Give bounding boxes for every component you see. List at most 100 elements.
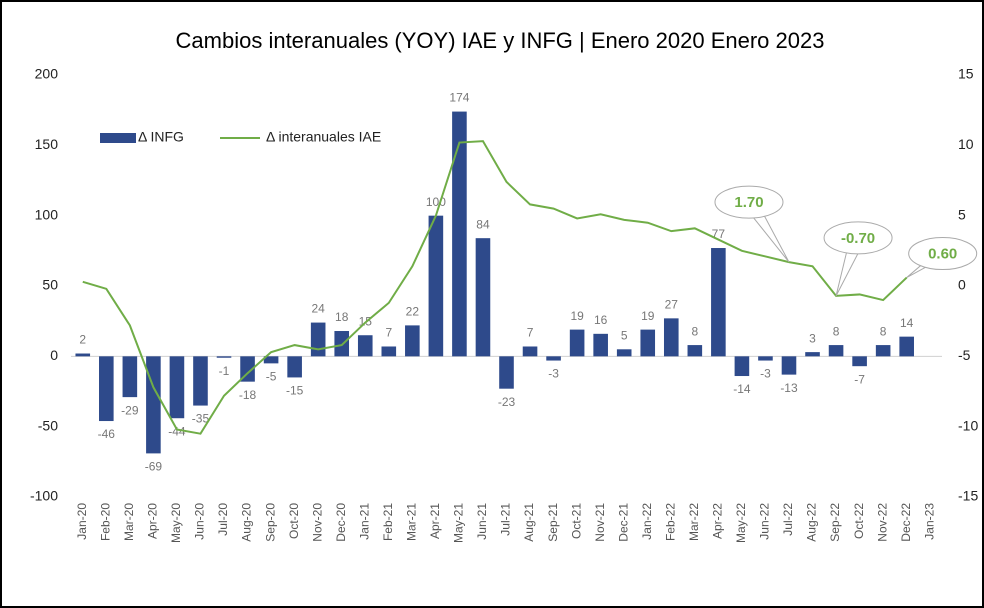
bar (899, 336, 914, 357)
bar (546, 356, 561, 361)
y2-tick-label: 15 (958, 66, 974, 82)
bar-value-label: -7 (854, 372, 865, 386)
x-tick-label: Oct-20 (287, 503, 301, 539)
callout (908, 237, 978, 271)
y-tick-label: 200 (35, 66, 59, 82)
x-tick-label: Apr-21 (428, 503, 442, 539)
bar (99, 356, 114, 422)
x-tick-label: Jun-22 (758, 503, 772, 540)
bar (711, 248, 726, 357)
x-tick-label: Aug-21 (522, 503, 536, 542)
bar (405, 325, 420, 357)
bar-value-label: -15 (286, 384, 304, 398)
x-tick-label: Jun-21 (475, 503, 489, 540)
bar (640, 329, 656, 357)
x-tick-label: Jan-21 (357, 503, 371, 540)
y-tick-label: 100 (35, 206, 59, 222)
line (82, 140, 908, 435)
x-tick-label: Apr-20 (146, 503, 160, 539)
x-tick-label: Jan-23 (922, 503, 936, 540)
bar (357, 335, 373, 357)
y-tick-label: 150 (35, 136, 59, 152)
bar (616, 349, 632, 357)
bar-value-label: -29 (121, 403, 139, 417)
callout (823, 221, 893, 255)
bar-value-label: -3 (548, 367, 559, 381)
x-tick-label: May-20 (169, 503, 183, 543)
bar (663, 318, 679, 357)
x-tick-label: Feb-21 (381, 503, 395, 541)
bar-value-label: -23 (498, 395, 516, 409)
y-tick-label: -50 (38, 417, 58, 433)
x-tick-label: Aug-22 (805, 503, 819, 542)
x-tick-label: Mar-22 (687, 503, 701, 541)
x-tick-label: Dec-22 (899, 503, 913, 542)
bar-value-label: 3 (809, 331, 816, 345)
x-tick-label: Apr-22 (711, 503, 725, 539)
bar-value-label: 24 (311, 302, 325, 316)
x-tick-label: Jun-20 (193, 503, 207, 540)
bar-value-label: -13 (780, 381, 798, 395)
x-tick-label: Feb-20 (98, 503, 112, 541)
x-tick-label: Oct-22 (852, 503, 866, 539)
chart-title: Cambios interanuales (YOY) IAE y INFG | … (176, 28, 825, 53)
x-tick-label: Nov-20 (310, 503, 324, 542)
callout (714, 185, 784, 219)
y-tick-label: 0 (50, 347, 58, 363)
bar-value-label: -18 (239, 388, 257, 402)
x-tick-label: Jul-21 (499, 503, 513, 536)
bar-value-label: 8 (691, 324, 698, 338)
bar (146, 356, 161, 454)
bar (734, 356, 750, 377)
x-tick-label: Mar-21 (405, 503, 419, 541)
x-tick-label: Jan-20 (75, 503, 89, 540)
x-tick-label: May-21 (452, 503, 466, 543)
x-tick-label: Sep-20 (263, 503, 277, 542)
bar-value-label: 8 (833, 324, 840, 338)
bar (310, 322, 326, 357)
bar-value-label: 7 (385, 326, 392, 340)
legend-label: Δ INFG (138, 129, 184, 145)
y2-tick-label: 5 (958, 206, 966, 222)
bar-value-label: 14 (900, 316, 914, 330)
bar (75, 353, 91, 357)
x-tick-label: May-22 (734, 503, 748, 543)
y-tick-label: -100 (30, 488, 58, 504)
bar (475, 238, 491, 357)
y2-tick-label: 10 (958, 136, 974, 152)
x-tick-label: Dec-20 (334, 503, 348, 542)
bar-value-label: 19 (641, 309, 655, 323)
bar (805, 352, 820, 357)
bar (381, 346, 397, 357)
bar (169, 356, 185, 419)
legend-swatch (100, 133, 136, 143)
line-value-label: -0.70 (841, 230, 875, 247)
x-tick-label: Jul-22 (781, 503, 795, 536)
bar (334, 331, 350, 357)
bar (569, 329, 585, 357)
bar (828, 345, 844, 357)
x-tick-label: Sep-21 (546, 503, 560, 542)
bar-value-label: 22 (406, 305, 420, 319)
bar (263, 356, 279, 364)
x-tick-label: Feb-22 (663, 503, 677, 541)
bar-value-label: 2 (79, 333, 86, 347)
legend-label: Δ interanuales IAE (266, 129, 381, 145)
bar-value-label: -35 (192, 412, 210, 426)
bar-value-label: 18 (335, 310, 349, 324)
bar-value-label: 16 (594, 313, 608, 327)
bar (122, 356, 138, 398)
bar-value-label: 19 (570, 309, 584, 323)
bar-value-label: -3 (760, 367, 771, 381)
x-tick-label: Nov-21 (593, 503, 607, 542)
y2-tick-label: -15 (958, 488, 978, 504)
bar-value-label: -44 (168, 424, 186, 438)
x-tick-label: Oct-21 (569, 503, 583, 539)
bar (193, 356, 208, 406)
bar (287, 356, 302, 378)
x-tick-label: Mar-20 (122, 503, 136, 541)
line-value-label: 0.60 (928, 246, 957, 263)
bar-value-label: 100 (426, 195, 446, 209)
